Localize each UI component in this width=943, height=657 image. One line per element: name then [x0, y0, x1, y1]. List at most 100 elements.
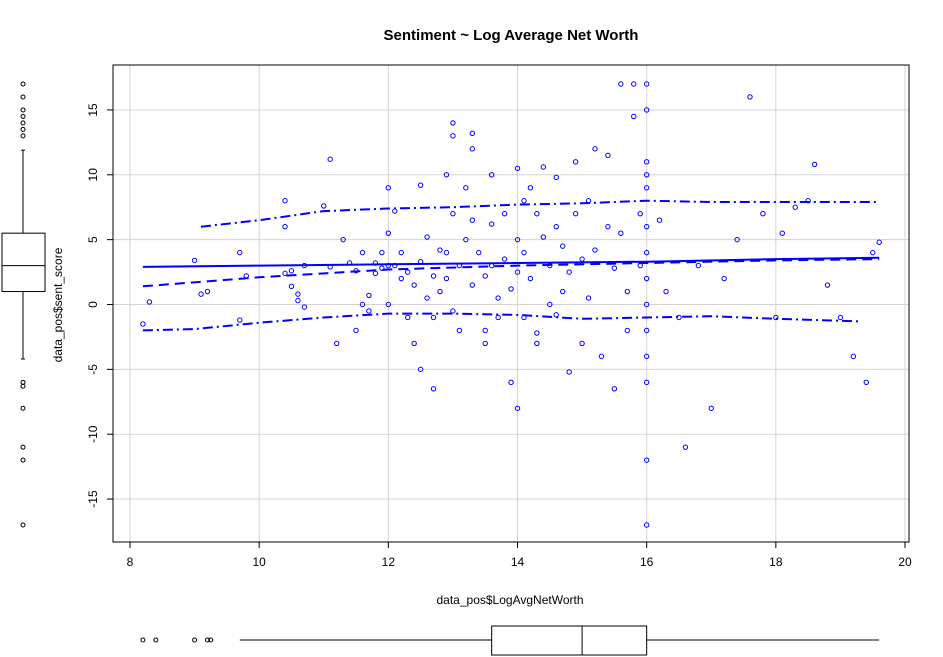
data-point — [333, 340, 340, 347]
data-point — [605, 152, 611, 159]
data-point — [792, 204, 798, 210]
data-point — [863, 379, 869, 386]
data-point — [463, 236, 469, 243]
data-point — [566, 269, 572, 275]
y-tick-label: 10 — [86, 168, 100, 182]
data-point — [327, 264, 333, 270]
data-point — [456, 262, 463, 269]
data-point — [450, 211, 456, 217]
data-point — [424, 234, 430, 240]
data-point — [198, 291, 204, 297]
data-point — [204, 288, 211, 295]
data-point — [463, 185, 469, 191]
data-point — [437, 247, 443, 253]
trend-lines — [142, 199, 880, 332]
data-point — [385, 262, 392, 269]
data-point — [482, 327, 488, 334]
data-point — [598, 353, 605, 360]
y-box-outlier — [20, 133, 26, 139]
x-axis-label: data_pos$LogAvgNetWorth — [437, 593, 584, 607]
data-point — [553, 312, 559, 318]
data-point — [191, 257, 198, 264]
data-point — [611, 386, 618, 392]
dashed-fit-line — [142, 258, 880, 288]
data-point — [411, 340, 417, 347]
data-point — [488, 172, 495, 178]
data-point — [282, 270, 288, 277]
y-box-outlier — [20, 94, 26, 100]
data-point — [392, 208, 398, 214]
data-point — [585, 295, 592, 301]
data-point — [837, 314, 844, 321]
data-point — [734, 236, 740, 243]
data-point — [353, 268, 359, 274]
data-point — [372, 260, 379, 266]
data-point — [359, 301, 366, 308]
data-point — [624, 288, 630, 295]
x-box-outlier — [208, 637, 214, 643]
data-point — [631, 113, 637, 120]
data-point — [417, 366, 424, 373]
data-point — [643, 81, 650, 87]
y-tick-label: 0 — [86, 301, 100, 308]
x-tick-label: 18 — [769, 555, 783, 569]
data-point — [450, 133, 456, 139]
data-point — [760, 211, 766, 217]
data-point — [237, 317, 243, 323]
x-box-outlier — [140, 637, 146, 643]
x-marginal-boxplot — [140, 625, 880, 656]
data-point — [353, 327, 359, 334]
y-box-outlier — [20, 81, 26, 87]
data-point — [534, 340, 540, 347]
y-tick-label: -15 — [86, 490, 100, 508]
data-point — [417, 182, 424, 188]
lower-spread-line — [142, 312, 860, 332]
data-points — [140, 81, 882, 528]
y-tick-label: 5 — [86, 236, 100, 243]
data-point — [282, 198, 288, 204]
data-point — [340, 236, 346, 243]
data-point — [282, 223, 288, 230]
data-point — [514, 269, 521, 275]
x-box-outlier — [205, 637, 210, 643]
y-box — [1, 232, 46, 293]
data-point — [443, 172, 450, 178]
data-point — [747, 94, 753, 100]
data-point — [643, 327, 650, 334]
data-point — [579, 340, 585, 347]
x-tick-label: 12 — [382, 555, 396, 569]
data-point — [140, 321, 146, 327]
y-box-outlier — [20, 107, 26, 113]
data-point — [585, 198, 592, 204]
data-point — [643, 249, 650, 256]
smooth-fit-line — [142, 256, 880, 268]
y-tick-label: -5 — [86, 364, 100, 375]
data-point — [637, 262, 643, 269]
data-point — [560, 288, 566, 295]
data-point — [663, 288, 669, 295]
data-point — [346, 260, 353, 266]
data-point — [288, 268, 295, 274]
data-point — [514, 165, 521, 172]
data-point — [385, 230, 392, 236]
x-tick-label: 14 — [511, 555, 525, 569]
data-point — [417, 258, 424, 265]
data-point — [643, 353, 650, 360]
y-box-outlier — [20, 126, 26, 132]
data-point — [488, 221, 495, 227]
data-point — [469, 217, 475, 223]
data-point — [553, 174, 559, 181]
data-point — [643, 522, 650, 528]
data-point — [469, 146, 475, 152]
data-point — [540, 164, 547, 170]
data-point — [572, 159, 579, 165]
data-point — [405, 269, 411, 275]
data-point — [773, 314, 779, 321]
data-point — [366, 292, 372, 299]
data-point — [521, 314, 527, 321]
data-point — [579, 256, 585, 262]
data-point — [592, 247, 598, 253]
data-point — [643, 275, 650, 282]
y-box-outlier — [20, 405, 26, 411]
